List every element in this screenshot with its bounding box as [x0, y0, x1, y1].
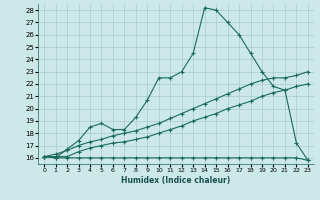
X-axis label: Humidex (Indice chaleur): Humidex (Indice chaleur): [121, 176, 231, 185]
